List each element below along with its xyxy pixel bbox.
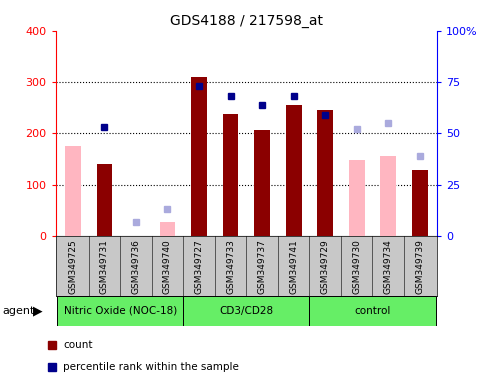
Text: Nitric Oxide (NOC-18): Nitric Oxide (NOC-18) [64, 306, 177, 316]
Text: GSM349725: GSM349725 [69, 239, 77, 294]
Text: GSM349734: GSM349734 [384, 239, 393, 294]
Text: GSM349730: GSM349730 [352, 239, 361, 294]
Bar [412, 170, 427, 236]
Text: count: count [63, 339, 93, 350]
Text: percentile rank within the sample: percentile rank within the sample [63, 362, 240, 372]
Bar [223, 114, 239, 236]
Bar [349, 160, 365, 236]
Text: GSM349739: GSM349739 [415, 239, 424, 294]
Text: GSM349737: GSM349737 [257, 239, 267, 294]
Text: ▶: ▶ [33, 304, 43, 317]
Text: GSM349729: GSM349729 [321, 239, 330, 294]
Text: GSM349727: GSM349727 [195, 239, 203, 294]
Bar [191, 77, 207, 236]
Text: GSM349733: GSM349733 [226, 239, 235, 294]
Bar [159, 222, 175, 236]
Bar [310, 296, 436, 326]
Bar [97, 164, 113, 236]
Text: CD3/CD28: CD3/CD28 [219, 306, 273, 316]
Text: control: control [355, 306, 391, 316]
Text: GSM349740: GSM349740 [163, 239, 172, 294]
Text: GSM349736: GSM349736 [131, 239, 141, 294]
Bar [183, 296, 310, 326]
Bar [65, 146, 81, 236]
Title: GDS4188 / 217598_at: GDS4188 / 217598_at [170, 14, 323, 28]
Bar [254, 130, 270, 236]
Bar [317, 110, 333, 236]
Bar [57, 296, 183, 326]
Bar [380, 156, 396, 236]
Text: GSM349741: GSM349741 [289, 239, 298, 294]
Bar [286, 105, 301, 236]
Text: agent: agent [2, 306, 35, 316]
Text: GSM349731: GSM349731 [100, 239, 109, 294]
